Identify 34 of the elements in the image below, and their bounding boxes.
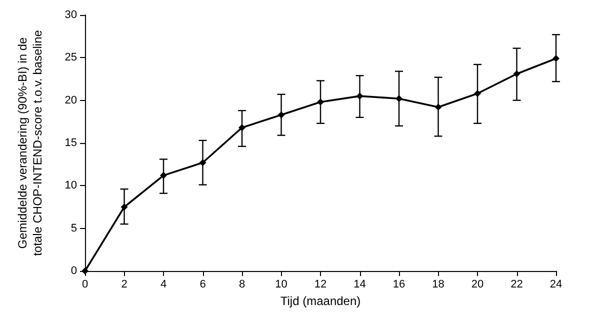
x-tick-label: 12 <box>314 278 327 290</box>
x-tick-label: 6 <box>200 278 206 290</box>
x-tick-label: 2 <box>121 278 128 290</box>
y-tick-label: 0 <box>70 265 77 277</box>
x-tick-label: 8 <box>238 278 246 290</box>
point <box>317 98 324 106</box>
y-tick-label: 5 <box>70 222 77 234</box>
y-tick-label: 20 <box>64 94 77 106</box>
point <box>120 204 128 210</box>
x-tick-label: 18 <box>432 278 444 290</box>
x-tick-label: 0 <box>82 278 88 290</box>
x-tick-label: 16 <box>392 278 406 290</box>
x-tick-label: 22 <box>510 278 523 290</box>
y-tick-label: 10 <box>64 180 77 192</box>
point <box>160 172 167 179</box>
y-tick-label: 30 <box>64 9 77 21</box>
x-tick-label: 10 <box>275 278 288 290</box>
y-tick-label: 15 <box>64 137 77 149</box>
point <box>552 55 560 62</box>
x-axis-title: Tijd (maanden) <box>280 294 361 308</box>
x-tick-label: 4 <box>160 278 167 290</box>
y-axis-title: Gemiddelde verandering (90%-BI) in de totale CHOP-INTEND-score t.o.v. baseline <box>16 30 44 256</box>
point <box>199 159 206 166</box>
x-tick-label: 14 <box>354 278 366 290</box>
x-tick-label: 24 <box>550 278 562 290</box>
point <box>278 111 285 118</box>
point <box>513 70 520 78</box>
point <box>238 124 246 132</box>
point <box>356 92 364 100</box>
point <box>434 104 442 111</box>
y-tick-label: 25 <box>64 52 77 64</box>
point <box>396 95 402 102</box>
point <box>474 90 481 98</box>
x-tick-label: 20 <box>471 278 484 290</box>
